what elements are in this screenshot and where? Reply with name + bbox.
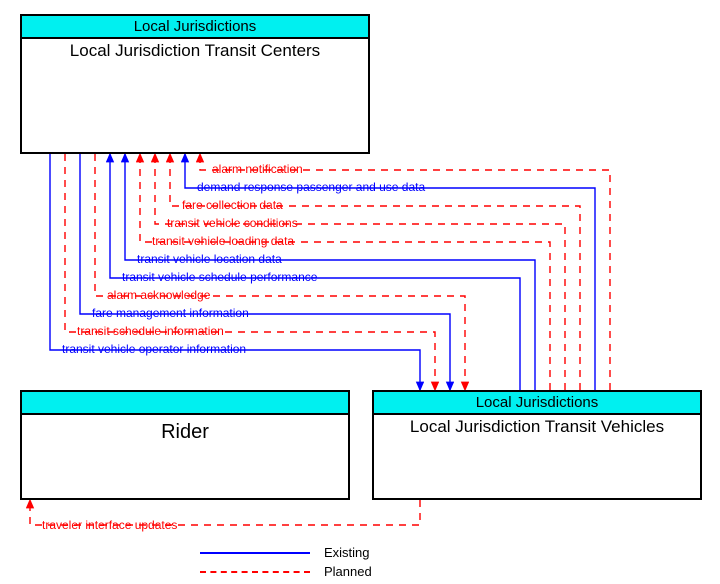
flow-label: transit vehicle schedule performance	[122, 270, 317, 284]
entity-transit-vehicles: Local Jurisdictions Local Jurisdiction T…	[372, 390, 702, 500]
flow-label: alarm acknowledge	[107, 288, 210, 302]
legend-label: Existing	[324, 545, 370, 560]
legend-line	[200, 552, 310, 554]
flow-label: transit vehicle location data	[137, 252, 282, 266]
flow-label: transit vehicle loading data	[152, 234, 294, 248]
legend-row: Planned	[200, 564, 372, 579]
flow-label: demand response passenger and use data	[197, 180, 425, 194]
legend-row: Existing	[200, 545, 372, 560]
entity-header-blank	[22, 392, 348, 415]
flow-label: transit vehicle operator information	[62, 342, 246, 356]
flow-label: transit vehicle conditions	[167, 216, 298, 230]
flow-label: traveler interface updates	[42, 518, 177, 532]
flow-label: alarm notification	[212, 162, 303, 176]
entity-header: Local Jurisdictions	[374, 392, 700, 415]
flow-label: transit schedule information	[77, 324, 224, 338]
entity-title: Rider	[22, 415, 348, 450]
diagram-canvas: Local Jurisdictions Local Jurisdiction T…	[0, 0, 720, 584]
entity-title: Local Jurisdiction Transit Vehicles	[374, 415, 700, 439]
legend: Existing Planned	[200, 545, 372, 579]
entity-transit-centers: Local Jurisdictions Local Jurisdiction T…	[20, 14, 370, 154]
entity-rider: Rider	[20, 390, 350, 500]
entity-header: Local Jurisdictions	[22, 16, 368, 39]
entity-title: Local Jurisdiction Transit Centers	[22, 39, 368, 63]
legend-label: Planned	[324, 564, 372, 579]
flow-label: fare collection data	[182, 198, 283, 212]
legend-line	[200, 571, 310, 573]
flow-label: fare management information	[92, 306, 249, 320]
